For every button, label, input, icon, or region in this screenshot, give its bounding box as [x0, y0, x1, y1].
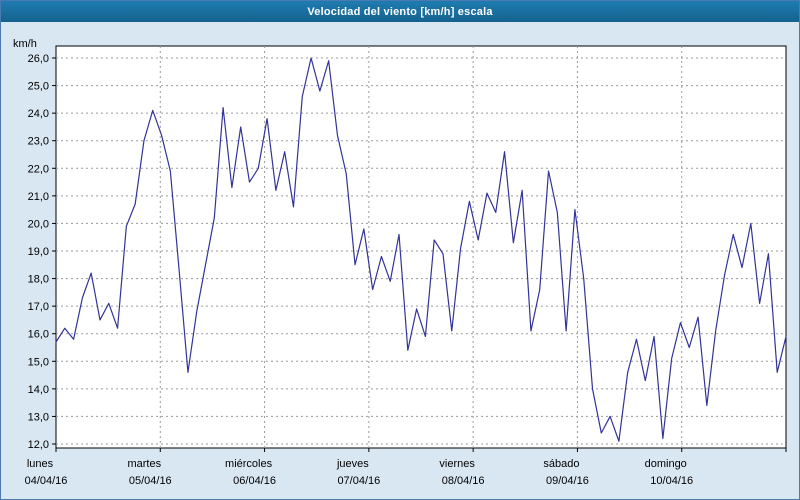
y-tick-label: 21,0	[28, 191, 49, 203]
x-date-label: 05/04/16	[129, 475, 172, 487]
y-tick-label: 23,0	[28, 136, 49, 148]
plot-area	[55, 45, 787, 449]
y-tick-label: 15,0	[28, 356, 49, 368]
wind-speed-line	[55, 57, 787, 442]
x-date-label: 04/04/16	[25, 475, 68, 487]
x-date-label: 06/04/16	[233, 475, 276, 487]
y-tick-label: 14,0	[28, 384, 49, 396]
x-day-label: viernes	[439, 458, 475, 470]
y-tick-label: 19,0	[28, 246, 49, 258]
y-tick-label: 13,0	[28, 411, 49, 423]
x-date-label: 09/04/16	[546, 475, 589, 487]
x-day-label: domingo	[645, 458, 687, 470]
y-tick-label: 18,0	[28, 274, 49, 286]
y-tick-label: 25,0	[28, 81, 49, 93]
y-axis-unit-label: km/h	[13, 38, 37, 50]
y-tick-label: 24,0	[28, 108, 49, 120]
x-day-label: lunes	[27, 458, 54, 470]
y-tick-label: 26,0	[28, 53, 49, 65]
title-bar: Velocidad del viento [km/h] escala	[1, 1, 799, 22]
x-day-label: sábado	[543, 458, 579, 470]
y-tick-label: 16,0	[28, 329, 49, 341]
x-date-label: 08/04/16	[442, 475, 485, 487]
x-date-label: 10/04/16	[650, 475, 693, 487]
x-day-label: jueves	[336, 458, 369, 470]
y-tick-label: 22,0	[28, 163, 49, 175]
y-tick-label: 12,0	[28, 439, 49, 451]
y-tick-label: 17,0	[28, 301, 49, 313]
x-day-label: miércoles	[225, 458, 273, 470]
y-tick-label: 20,0	[28, 218, 49, 230]
x-day-label: martes	[127, 458, 161, 470]
chart-title: Velocidad del viento [km/h] escala	[307, 5, 493, 18]
x-date-label: 07/04/16	[337, 475, 380, 487]
